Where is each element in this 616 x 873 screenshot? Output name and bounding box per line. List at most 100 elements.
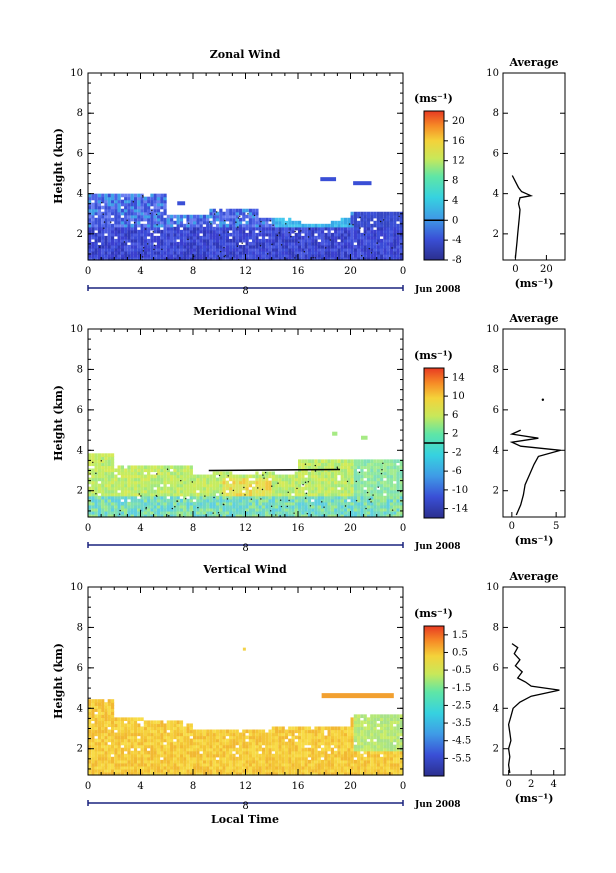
heatmap-cell [271,256,275,261]
heatmap-cell [360,247,364,252]
heatmap-cell [235,211,239,216]
heatmap-cell [150,468,154,473]
heatmap-cell [97,765,102,770]
heatmap-cell [124,247,128,252]
heatmap-cell [160,253,164,258]
heatmap-cell [215,498,220,503]
heatmap-cell [386,226,390,231]
heatmap-cell [245,498,249,503]
heatmap-cell [150,744,154,749]
heatmap-cell [193,729,197,734]
heatmap-cell [202,492,207,497]
heatmap-cell [150,256,154,261]
heatmap-cell [156,513,161,518]
heatmap-cell [360,220,364,225]
heatmap-cell [225,768,230,773]
heatmap-cell [110,232,115,237]
heatmap-cell [133,250,138,255]
heatmap-cell [88,489,92,494]
heatmap-cell [222,235,226,240]
contour-dot [180,479,182,482]
heatmap-cell [127,238,131,243]
heatmap-cell [366,247,371,252]
heatmap-cell [238,501,243,506]
heatmap-cell [278,732,282,737]
heatmap-cell [150,501,154,506]
heatmap-cell [133,238,138,243]
heatmap-cell [340,247,344,252]
contour-dot [99,246,101,248]
heatmap-cell [265,738,269,743]
heatmap-cell [383,238,387,243]
heatmap-cell [166,771,170,776]
heatmap-cell [219,756,223,761]
heatmap-cell [104,217,108,222]
heatmap-cell [334,765,338,770]
heatmap-cell [317,744,321,749]
heatmap-cell [284,732,289,737]
contour-dot [304,481,307,484]
heatmap-cell [163,495,167,500]
heatmap-cell [196,765,200,770]
heatmap-cell [255,765,259,770]
heatmap-cell [114,495,118,500]
heatmap-cell [265,247,269,252]
contour-dot [143,247,145,249]
heatmap-cell [330,471,335,476]
heatmap-cell [137,726,141,731]
heatmap-cell [386,217,390,222]
heatmap-cell [350,232,354,237]
heatmap-cell [101,732,105,737]
heatmap-cell [317,741,321,746]
heatmap-cell [137,250,141,255]
heatmap-cell [206,765,210,770]
heatmap-cell [222,250,226,255]
heatmap-cell [124,741,128,746]
profile-frame [502,72,566,261]
heatmap-cell [94,468,98,473]
heatmap-cell [91,474,95,479]
heatmap-cell [248,241,252,246]
heatmap-cell [314,489,318,494]
heatmap-cell [88,199,92,204]
heatmap-cell [386,241,390,246]
heatmap-cell [110,480,115,485]
heatmap-cell [288,741,292,746]
heatmap-cell [225,492,230,497]
heatmap-cell [393,232,397,237]
heatmap-cell [311,226,315,231]
contour-dot [161,248,163,250]
heatmap-cell [206,250,210,255]
heatmap-cell [166,471,170,476]
heatmap-cell [170,235,174,240]
heatmap-cell [383,480,387,485]
heatmap-cell [114,768,118,773]
heatmap-cell [327,238,331,243]
heatmap-cell [94,768,98,773]
heatmap-cell [393,504,397,509]
heatmap-cell [101,468,105,473]
heatmap-cell [343,747,348,752]
heatmap-cell [284,762,289,767]
heatmap-cell [189,229,193,234]
heatmap-cell [327,256,331,261]
heatmap-cell [206,762,210,767]
contour-dot [314,257,316,259]
heatmap-cell [232,217,236,222]
heatmap-cell [291,726,295,731]
contour-dot [314,470,317,472]
heatmap-cell [294,771,298,776]
heatmap-cell [88,486,92,491]
heatmap-cell [281,741,285,746]
heatmap-cell [327,477,331,482]
heatmap-cell [219,732,223,737]
heatmap-cell [255,220,259,225]
profile-y-tick-label: 6 [493,405,499,416]
heatmap-cell [173,471,177,476]
heatmap-cell [170,768,174,773]
heatmap-cell [196,492,200,497]
heatmap-cell [179,726,184,731]
heatmap-cell [209,765,213,770]
heatmap-cell [150,217,154,222]
